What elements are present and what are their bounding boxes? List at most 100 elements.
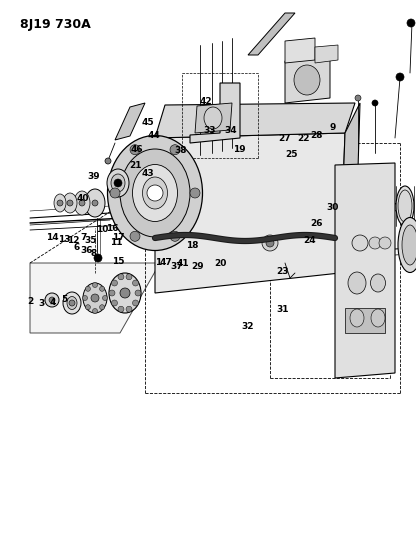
Circle shape [369, 237, 381, 249]
Text: 43: 43 [141, 169, 154, 177]
Polygon shape [285, 58, 330, 103]
Circle shape [262, 235, 278, 251]
Text: 5: 5 [61, 295, 68, 304]
Text: 27: 27 [279, 134, 291, 143]
Ellipse shape [54, 194, 66, 212]
Circle shape [85, 286, 90, 292]
Text: 16: 16 [106, 224, 119, 232]
Bar [345, 308, 385, 333]
Circle shape [99, 286, 104, 292]
Text: 36: 36 [80, 246, 93, 255]
Text: 39: 39 [87, 173, 100, 181]
Text: 21: 21 [129, 161, 141, 169]
Text: 26: 26 [310, 220, 322, 228]
Text: 3: 3 [38, 300, 45, 308]
Circle shape [105, 158, 111, 164]
Circle shape [45, 293, 59, 307]
Circle shape [79, 200, 85, 206]
Text: 7: 7 [80, 233, 87, 241]
Polygon shape [30, 263, 160, 333]
Circle shape [190, 188, 200, 198]
Ellipse shape [143, 177, 168, 209]
Text: 13: 13 [58, 236, 71, 244]
Ellipse shape [350, 309, 364, 327]
Circle shape [91, 294, 99, 302]
Text: 9: 9 [329, 124, 336, 132]
Polygon shape [248, 13, 295, 55]
Text: 22: 22 [297, 134, 310, 143]
Circle shape [372, 100, 378, 106]
Text: 8J19 730A: 8J19 730A [20, 18, 91, 31]
Text: 33: 33 [204, 126, 216, 135]
Text: 29: 29 [191, 262, 204, 271]
Text: 12: 12 [67, 237, 79, 245]
Circle shape [92, 282, 97, 287]
Ellipse shape [67, 296, 77, 310]
Circle shape [266, 239, 274, 247]
Text: 41: 41 [177, 260, 189, 268]
Ellipse shape [294, 65, 320, 95]
Text: 38: 38 [175, 146, 187, 155]
Text: 6: 6 [74, 244, 80, 252]
Text: 23: 23 [277, 268, 289, 276]
Circle shape [99, 305, 104, 310]
Circle shape [114, 179, 122, 187]
Circle shape [92, 200, 98, 206]
Circle shape [147, 185, 163, 201]
Circle shape [57, 200, 63, 206]
Circle shape [118, 274, 124, 280]
Text: 37: 37 [171, 262, 183, 271]
Ellipse shape [107, 135, 203, 251]
Circle shape [111, 280, 117, 286]
Ellipse shape [133, 165, 178, 222]
Ellipse shape [402, 225, 416, 265]
Text: 17: 17 [112, 233, 125, 241]
Polygon shape [315, 45, 338, 63]
Circle shape [120, 288, 130, 298]
Text: 24: 24 [304, 237, 316, 245]
Polygon shape [340, 103, 360, 273]
Circle shape [67, 200, 73, 206]
Text: 35: 35 [84, 237, 97, 245]
Circle shape [133, 280, 139, 286]
Circle shape [82, 295, 87, 301]
Circle shape [111, 300, 117, 306]
Ellipse shape [371, 309, 385, 327]
Circle shape [94, 254, 102, 262]
Text: 8: 8 [90, 249, 97, 257]
Circle shape [102, 295, 107, 301]
Ellipse shape [396, 186, 414, 226]
Text: 46: 46 [131, 145, 144, 154]
Text: 4: 4 [50, 298, 57, 307]
Circle shape [118, 306, 124, 312]
Ellipse shape [398, 217, 416, 272]
Text: 34: 34 [225, 126, 237, 135]
Text: 20: 20 [214, 260, 227, 268]
Text: 32: 32 [241, 322, 254, 330]
Ellipse shape [371, 274, 386, 292]
Circle shape [355, 95, 361, 101]
Text: 18: 18 [186, 241, 198, 249]
Ellipse shape [83, 283, 107, 313]
Text: 10: 10 [96, 225, 108, 233]
Circle shape [126, 306, 132, 312]
Circle shape [133, 300, 139, 306]
Ellipse shape [63, 193, 77, 213]
Circle shape [130, 231, 140, 241]
Circle shape [170, 231, 180, 241]
Circle shape [85, 305, 90, 310]
Polygon shape [155, 133, 345, 293]
Text: 40: 40 [77, 194, 89, 203]
Polygon shape [190, 83, 240, 143]
Circle shape [109, 290, 115, 296]
Text: 28: 28 [310, 132, 322, 140]
Ellipse shape [109, 273, 141, 313]
Ellipse shape [348, 272, 366, 294]
Circle shape [130, 144, 140, 155]
Text: 47: 47 [160, 258, 173, 266]
Text: 1: 1 [155, 259, 161, 267]
Text: 2: 2 [27, 297, 33, 305]
Circle shape [379, 237, 391, 249]
Text: 14: 14 [47, 233, 59, 241]
Text: 19: 19 [233, 145, 245, 154]
